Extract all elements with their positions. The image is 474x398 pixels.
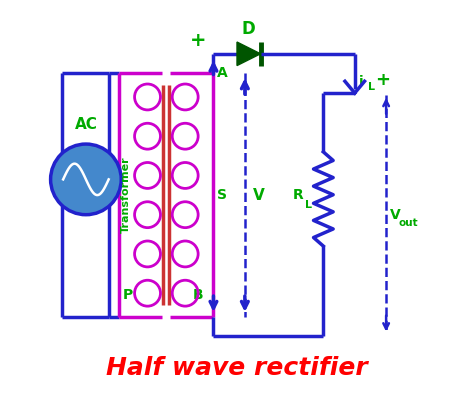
- Text: D: D: [242, 20, 255, 38]
- Text: Transformer: Transformer: [121, 157, 131, 233]
- Text: Half wave rectifier: Half wave rectifier: [106, 355, 368, 380]
- Text: S: S: [218, 188, 228, 202]
- Text: B: B: [192, 288, 203, 302]
- Text: P: P: [123, 288, 134, 302]
- Text: R: R: [292, 188, 303, 202]
- Text: L: L: [305, 200, 312, 210]
- Text: V: V: [390, 208, 401, 222]
- Polygon shape: [237, 42, 261, 66]
- Circle shape: [51, 144, 121, 215]
- Text: AC: AC: [74, 117, 97, 132]
- Text: L: L: [368, 82, 375, 92]
- Text: +: +: [375, 71, 390, 89]
- Text: V: V: [253, 187, 264, 203]
- Text: out: out: [399, 218, 419, 228]
- Text: i: i: [359, 75, 363, 89]
- Text: +: +: [190, 31, 206, 50]
- Text: A: A: [218, 66, 228, 80]
